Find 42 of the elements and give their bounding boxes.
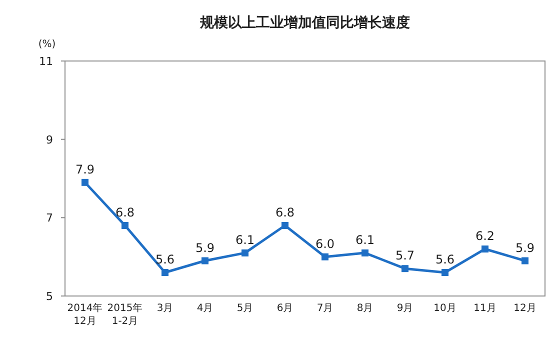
x-tick-label: 5月 [236,303,254,314]
point [202,257,208,264]
x-tick-label: 11月 [474,303,496,314]
point [322,253,328,260]
point [522,257,528,264]
data-label: 5.9 [195,240,215,255]
y-tick-label: 7 [46,212,53,225]
data-label: 6.2 [475,229,495,243]
x-tick-label: 2014年 12月 [67,302,103,327]
data-label: 6.8 [115,206,135,220]
x-tick-label: 6月 [276,303,294,314]
point [82,178,88,186]
data-label: 5.7 [395,248,415,263]
point [482,246,488,252]
y-tick-label: 5 [46,290,53,303]
data-label: 6.0 [315,236,335,251]
y-axis-title: (%) [38,39,56,50]
x-tick-label: 12月 [514,303,536,314]
x-tick-label: 4月 [196,303,214,314]
chart-title: 规模以上工业增加值同比增长速度 [199,14,410,31]
data-label: 6.8 [275,206,295,220]
point [442,269,448,276]
data-label: 7.9 [75,162,95,176]
data-label: 5.6 [155,252,175,266]
x-tick-label: 8月 [356,303,374,314]
data-label: 5.9 [515,240,535,255]
x-tick-label: 9月 [396,303,414,314]
data-label: 6.1 [355,232,375,247]
x-tick-label: 3月 [156,303,174,314]
data-label: 5.6 [435,252,455,266]
y-tick-label: 11 [39,55,53,68]
point [362,249,368,256]
point [122,222,128,229]
point [162,269,168,276]
x-tick-label: 10月 [434,303,456,314]
x-tick-label: 7月 [316,303,334,314]
y-tick-label: 9 [46,133,53,146]
point [242,249,248,256]
x-tick-label: 2015年 1-2月 [107,302,143,327]
point [282,222,288,229]
point [402,265,408,272]
data-label: 6.1 [235,232,255,247]
